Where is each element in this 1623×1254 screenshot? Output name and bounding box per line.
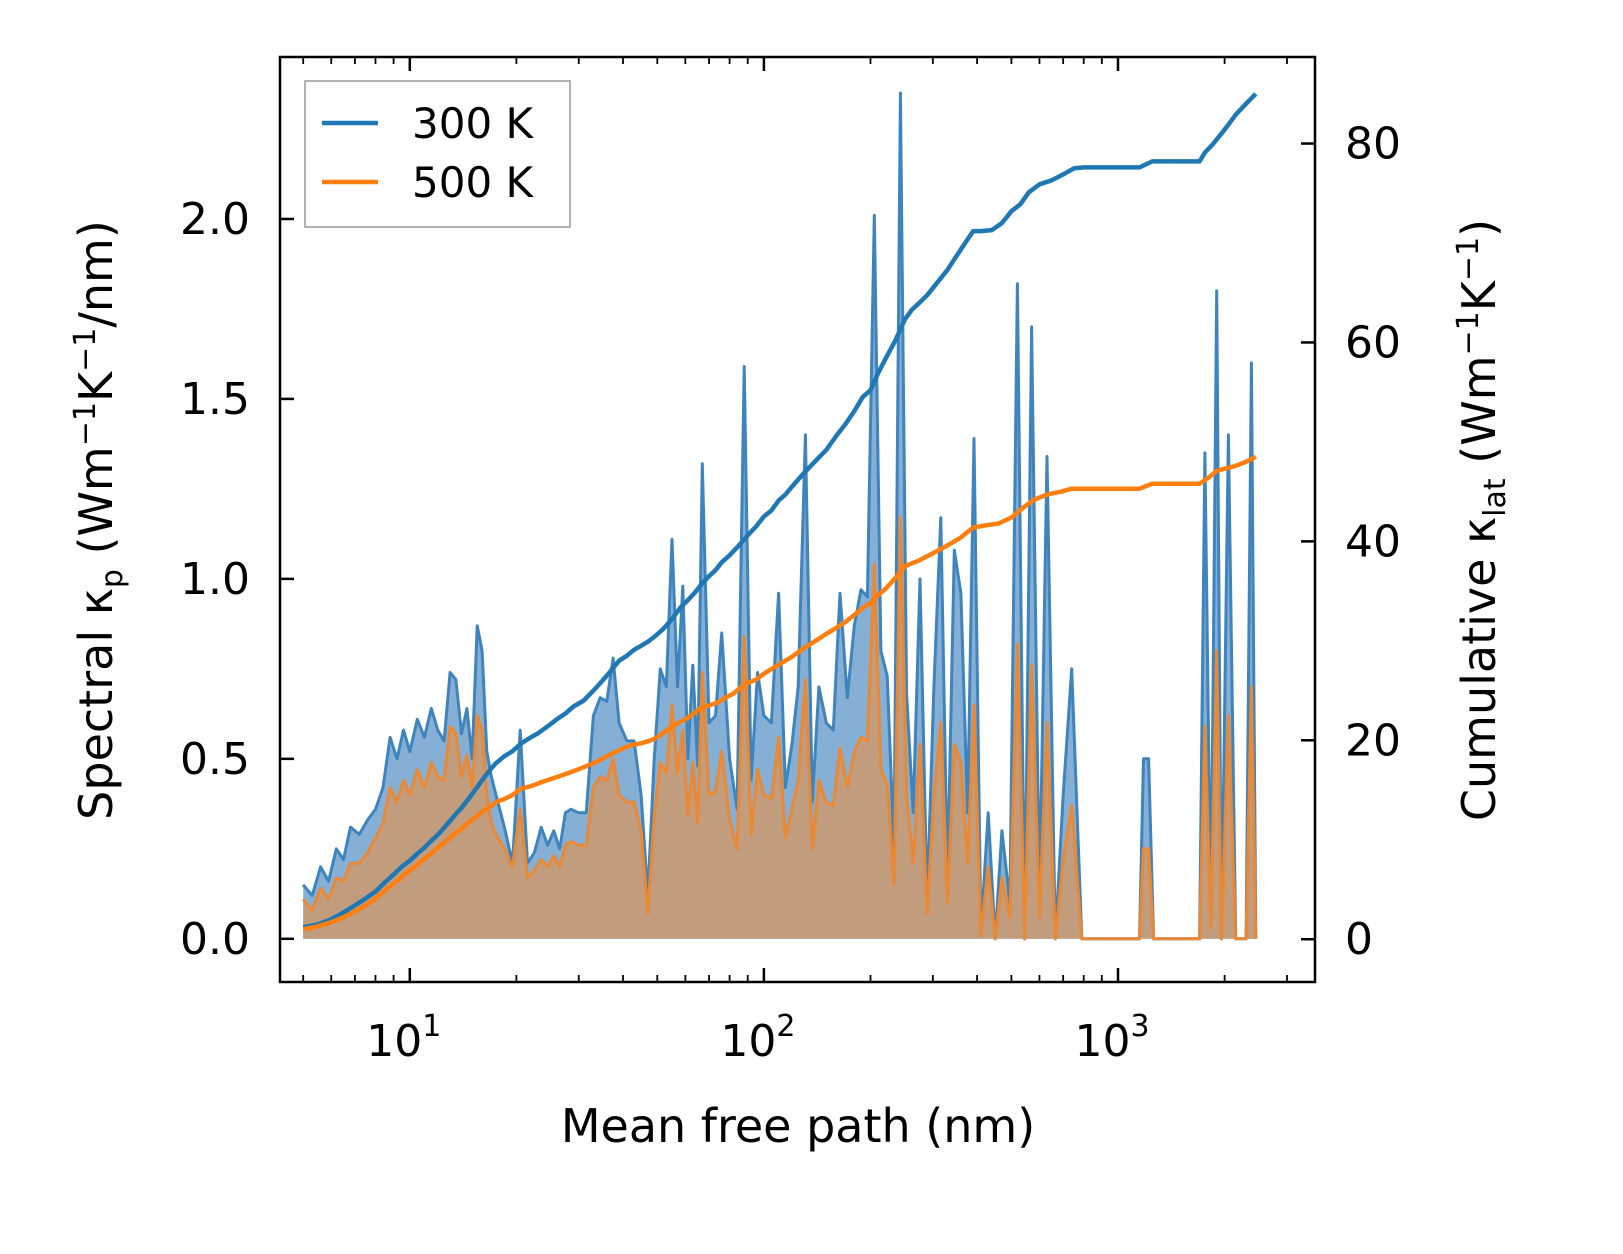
y-right-tick-label: 60 [1345,317,1401,368]
x-tick-label-base: 10 [1074,1016,1130,1067]
x-tick-label: 103 [1074,1009,1149,1067]
y-right-label-sup: −1 [1451,311,1486,355]
y-left-label-part: /nm) [69,220,123,327]
legend-box [304,80,571,228]
y-left-label-part: (Wm [69,446,123,569]
y-right-label-sup: −1 [1451,237,1486,281]
y-left-label-sup: −1 [68,328,103,372]
x-tick-label-exp: 3 [1130,1009,1149,1044]
y-axis-left-label: Spectral κp (Wm−1K−1/nm) [68,220,130,820]
x-tick-label-exp: 1 [422,1009,441,1044]
y-left-label-part: Spectral κ [69,588,123,820]
cumulative-series-layer [302,92,1258,932]
y-right-label-part: (Wm [1452,355,1506,478]
y-left-tick-label: 0.0 [180,914,250,965]
y-axis-right-label: Cumulative κlat (Wm−1K−1) [1451,219,1513,821]
cumulative-line-500k [302,454,1257,932]
y-right-label-part: K [1452,279,1506,311]
spectral-area-500k [303,517,1256,939]
x-tick-label-exp: 2 [776,1009,795,1044]
y-right-tick-label: 0 [1345,914,1373,965]
x-tick-label: 102 [720,1009,795,1067]
y-right-label-sub: lat [1478,478,1513,517]
y-left-tick-label: 1.5 [180,374,250,425]
spectral-line-500k [302,516,1258,941]
y-right-label-part: Cumulative κ [1452,517,1506,821]
y-left-label-sub: p [95,569,130,588]
legend-label-500k: 500 K [412,158,535,207]
y-left-tick-label: 0.5 [180,734,250,785]
y-right-tick-label: 80 [1345,119,1401,170]
y-right-tick-label: 20 [1345,715,1401,766]
x-tick-label: 101 [366,1009,441,1067]
x-tick-label-base: 10 [720,1016,776,1067]
y-right-tick-label: 40 [1345,516,1401,567]
y-left-label-part: K [69,370,123,402]
y-right-label-part: ) [1452,219,1506,237]
y-left-tick-label: 2.0 [180,194,250,245]
plot-frame [278,55,1317,984]
x-tick-label-base: 10 [366,1016,422,1067]
legend-label-300k: 300 K [412,99,535,148]
y-left-tick-label: 1.0 [180,554,250,605]
x-axis-label: Mean free path (nm) [561,1099,1035,1153]
cumulative-line-300k [302,92,1258,930]
legend: 300 K 500 K [304,80,571,228]
y-left-label-sup: −1 [68,402,103,446]
